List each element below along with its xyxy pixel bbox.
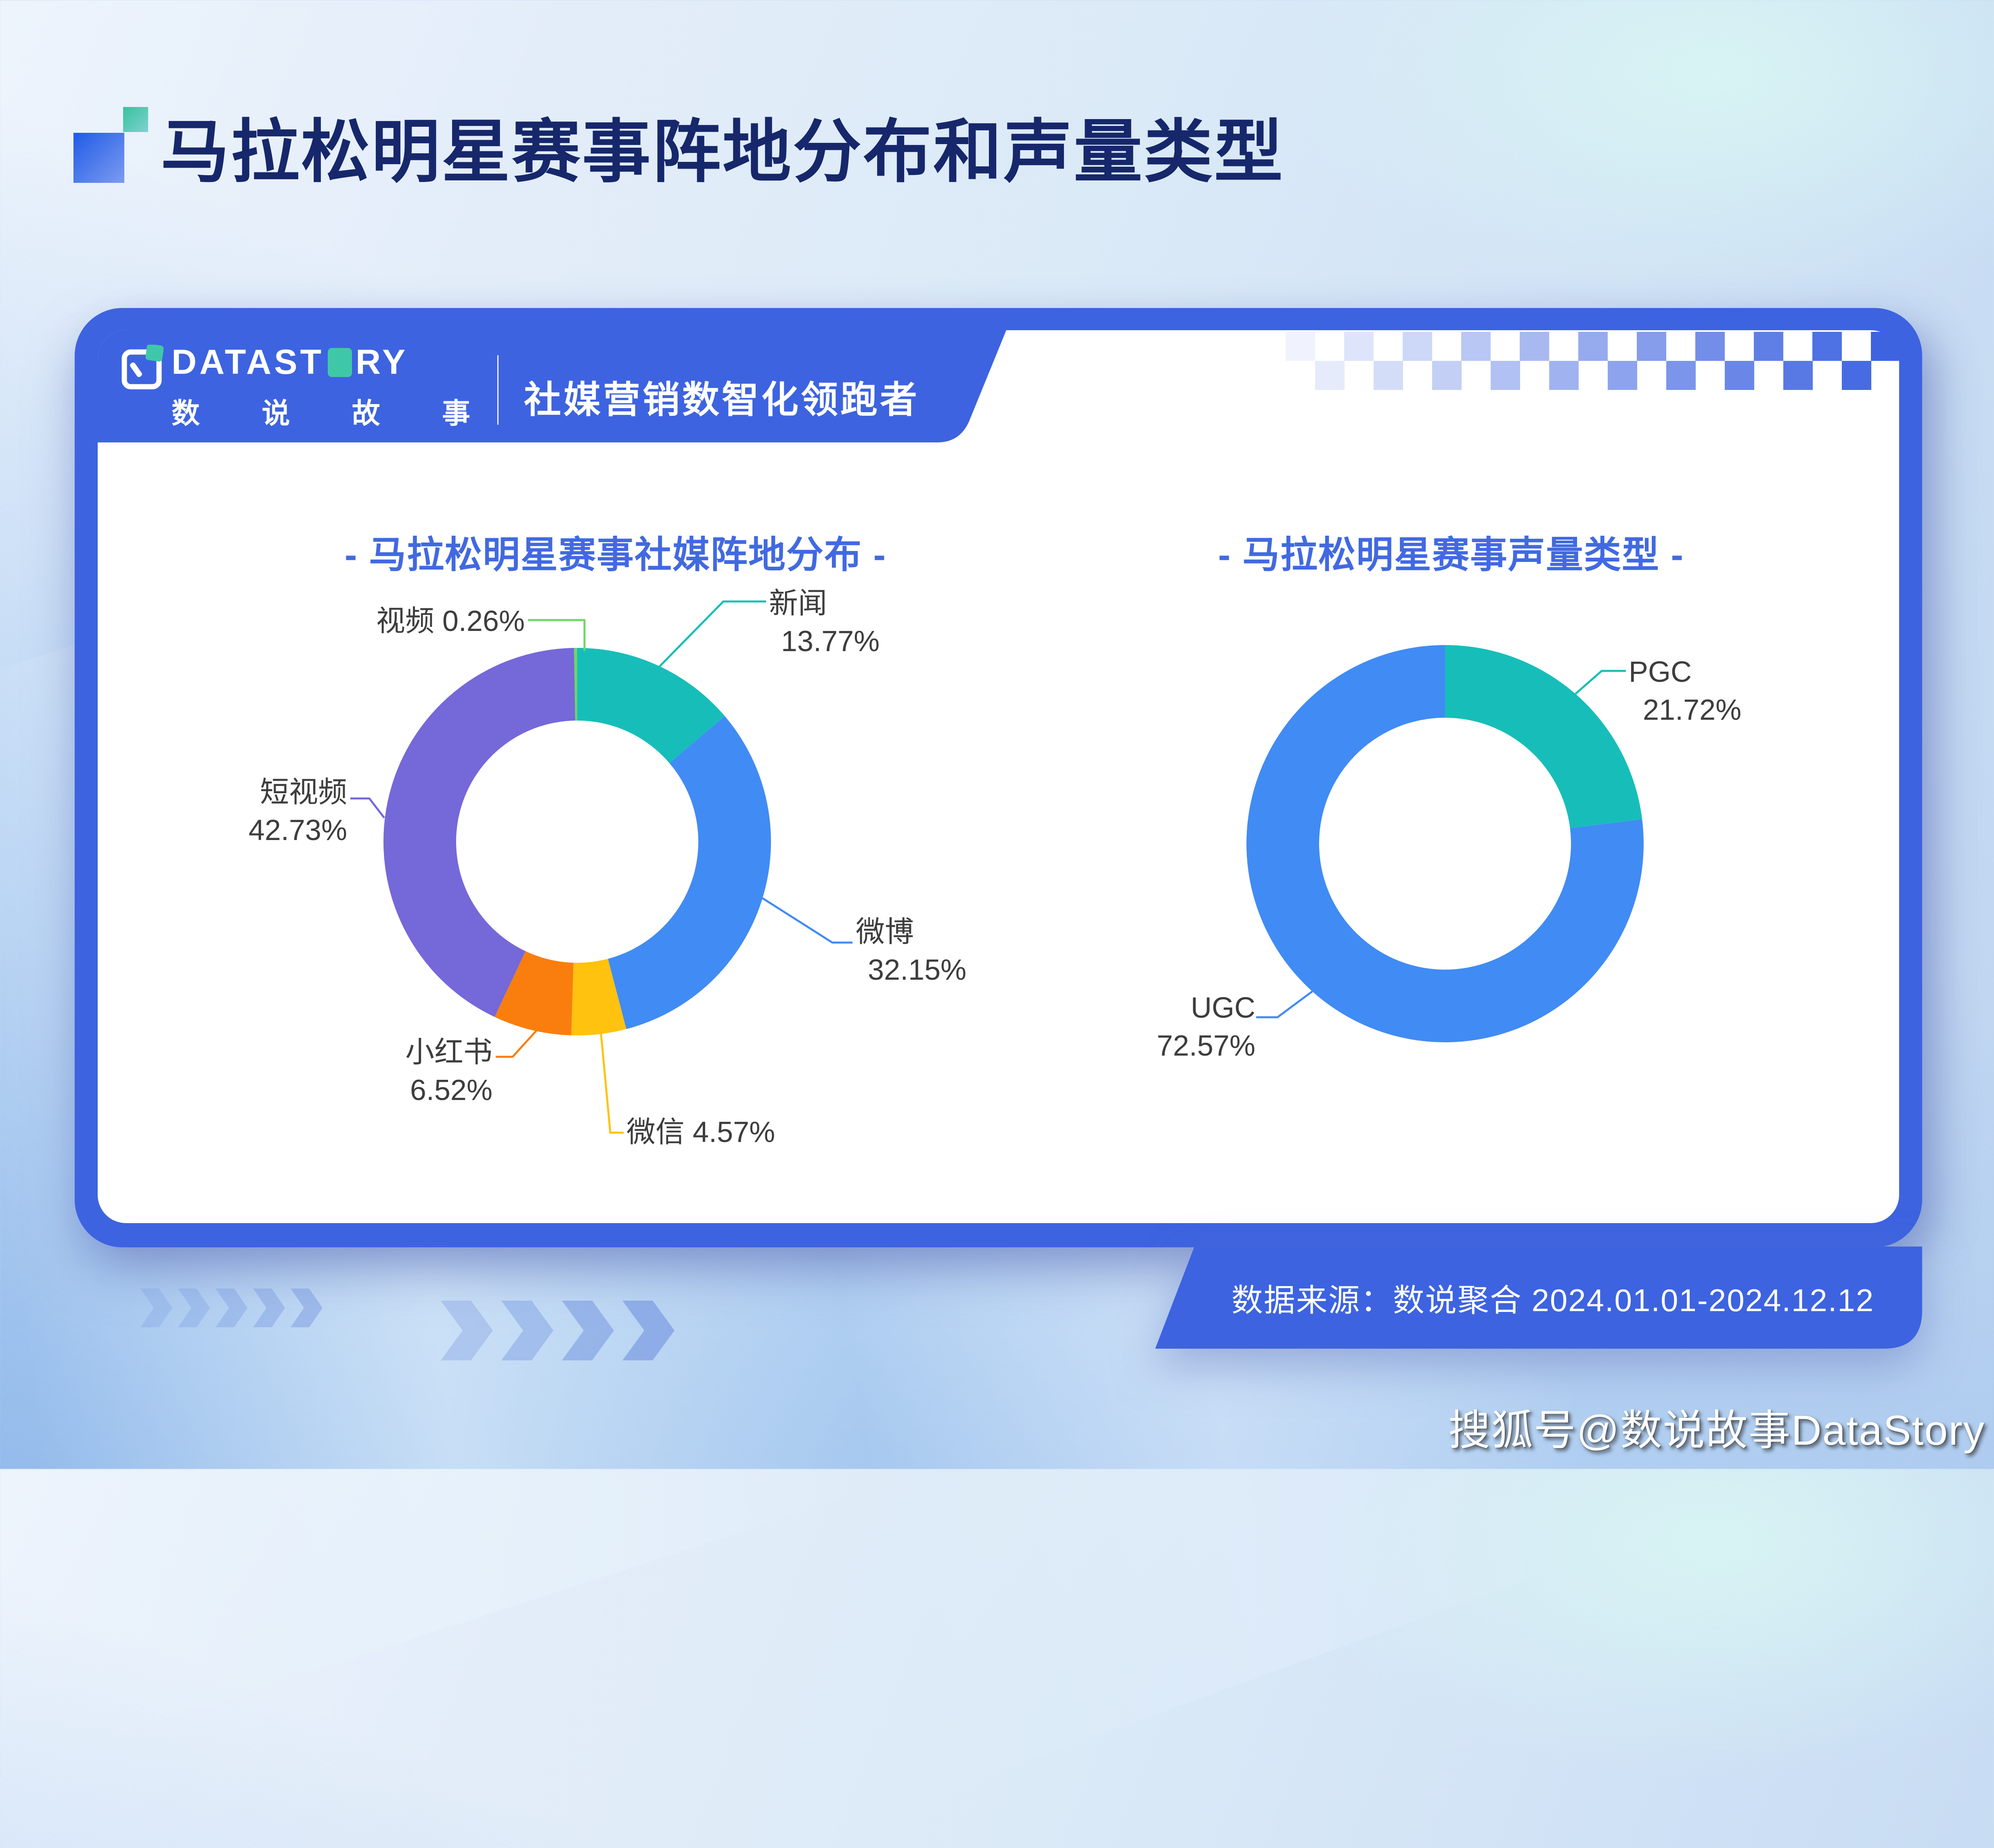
- checkerboard-cell: [1373, 361, 1403, 390]
- chevron-icon: [253, 1289, 285, 1327]
- label-leader-line-新闻: [657, 600, 766, 669]
- checkerboard-cell: [1403, 332, 1432, 361]
- brand-cn-char: 事: [442, 398, 470, 429]
- slice-label-微博: 微博 32.15%: [856, 913, 966, 989]
- brand-cn-name: 数说故事: [172, 391, 470, 432]
- chevron-icon: [441, 1301, 493, 1360]
- slice-label-value: 32.15%: [868, 954, 967, 986]
- slice-label-小红书: 小红书 6.52%: [355, 1033, 492, 1109]
- slice-label-value: 6.52%: [410, 1074, 492, 1106]
- chevron-icon: [622, 1301, 674, 1360]
- datastory-logo-icon: [121, 345, 164, 390]
- checkerboard-cell: [1812, 332, 1842, 361]
- donut-slice-微博: [608, 716, 771, 1029]
- checkerboard-cell: [1841, 361, 1871, 390]
- checkerboard-cell: [1754, 332, 1783, 361]
- checkerboard-cell: [1724, 361, 1754, 390]
- label-leader-line-微博: [762, 897, 852, 944]
- brand-cn-char: 故: [352, 398, 380, 429]
- donut-svg: [350, 600, 852, 1134]
- label-leader-line-PGC: [1575, 670, 1626, 695]
- chevron-icon: [562, 1301, 614, 1360]
- checkerboard-cell: [1432, 361, 1462, 390]
- label-leader-line-UGC: [1256, 990, 1313, 1018]
- data-source: 数据来源：数说聚合 2024.01.01-2024.12.12: [1231, 1282, 1875, 1318]
- wordmark-post: RY: [355, 343, 408, 381]
- donut-svg: [1246, 645, 1644, 1042]
- donut-slice-小红书: [494, 951, 574, 1035]
- checkerboard-cell: [1461, 332, 1491, 361]
- slice-label-新闻: 新闻 13.77%: [769, 585, 880, 660]
- slice-label-name: UGC: [1191, 992, 1255, 1024]
- chevron-icon: [501, 1301, 553, 1360]
- chevron-icon: [140, 1289, 173, 1327]
- checkerboard-cell: [1520, 332, 1549, 361]
- header-divider: [497, 355, 498, 425]
- donut-chart-platform-distribution: 新闻 13.77% 微博 32.15% 微信 4.57% 小红书 6.52% 短视频 42.73…: [210, 565, 1037, 1195]
- donut-slice-UGC: [1246, 645, 1644, 1042]
- slice-label-视频: 视频 0.26%: [376, 605, 525, 637]
- checkerboard-cell: [1783, 361, 1813, 390]
- checkerboard-cell: [1666, 361, 1696, 390]
- brand-tagline: 社媒营销数智化领跑者: [524, 379, 920, 421]
- watermark: 搜狐号@数说故事DataStory: [1448, 1407, 1985, 1454]
- chart-title-right: - 马拉松明星赛事声量类型 -: [1218, 534, 1684, 576]
- slice-label-name: PGC: [1629, 656, 1692, 688]
- chevron-icon: [216, 1289, 248, 1327]
- chart-title-left: - 马拉松明星赛事社媒阵地分布 -: [344, 534, 887, 576]
- wordmark-o-icon: [327, 348, 352, 377]
- donut-slice-微信: [571, 959, 626, 1035]
- slice-label-微信: 微信 4.57%: [626, 1116, 775, 1148]
- checkerboard-cell: [1695, 332, 1725, 361]
- brand-cn-char: 数: [172, 398, 200, 429]
- chevron-icon: [291, 1289, 323, 1327]
- chevrons-decoration-large: [441, 1301, 674, 1360]
- checkerboard-cell: [1549, 361, 1579, 390]
- slice-label-name: 微博: [856, 916, 914, 948]
- title-square-icon: [73, 133, 124, 183]
- brand-header: DATAST RY 数 说 故 事 社媒营销数智化领跑者: [98, 330, 1010, 443]
- title-square-accent-icon: [123, 107, 148, 132]
- donut-chart-voice-type: PGC 21.72% UGC 72.57%: [1090, 565, 1917, 1195]
- donut-slice-PGC: [1445, 645, 1642, 828]
- checkerboard-cell: [1344, 332, 1374, 361]
- checkerboard-cell: [1578, 332, 1608, 361]
- footer-shape: [1155, 1247, 1922, 1349]
- slice-label-name: 新闻: [769, 587, 827, 620]
- header-shape: [98, 330, 1006, 442]
- brand-wordmark: DATAST RY: [172, 342, 408, 382]
- checkerboard-cell: [1286, 332, 1315, 361]
- label-leader-line-小红书: [496, 1029, 538, 1058]
- slice-label-UGC: UGC 72.57%: [1126, 989, 1255, 1065]
- slice-label-name: 小红书: [405, 1036, 492, 1069]
- checkerboard-cell: [1607, 361, 1637, 390]
- slice-label-PGC: PGC 21.72%: [1629, 653, 1741, 729]
- donut-slice-短视频: [383, 648, 576, 1017]
- slice-label-value: 13.77%: [781, 625, 880, 658]
- slice-label-value: 72.57%: [1156, 1030, 1255, 1062]
- slice-label-name: 短视频: [260, 776, 347, 809]
- label-leader-line-短视频: [350, 797, 385, 819]
- chevron-icon: [178, 1289, 210, 1327]
- checkerboard-cell: [1490, 361, 1520, 390]
- chevrons-decoration-small: [140, 1289, 323, 1327]
- slice-label-短视频: 短视频 42.73%: [202, 773, 347, 849]
- wordmark-pre: DATAST: [172, 343, 324, 381]
- page-title: 马拉松明星赛事阵地分布和声量类型: [161, 114, 1285, 191]
- checkerboard-cell: [1871, 332, 1900, 361]
- brand-cn-char: 说: [262, 398, 290, 429]
- checkerboard-cell: [1315, 361, 1345, 390]
- label-leader-line-微信: [600, 1033, 624, 1134]
- label-leader-line-视频: [528, 619, 586, 651]
- checkerboard-decoration: [1286, 332, 1900, 390]
- donut-slice-新闻: [577, 648, 725, 763]
- slice-label-value: 42.73%: [248, 814, 347, 846]
- donut-slice-视频: [574, 648, 577, 721]
- checkerboard-cell: [1637, 332, 1666, 361]
- slice-label-value: 21.72%: [1643, 694, 1742, 726]
